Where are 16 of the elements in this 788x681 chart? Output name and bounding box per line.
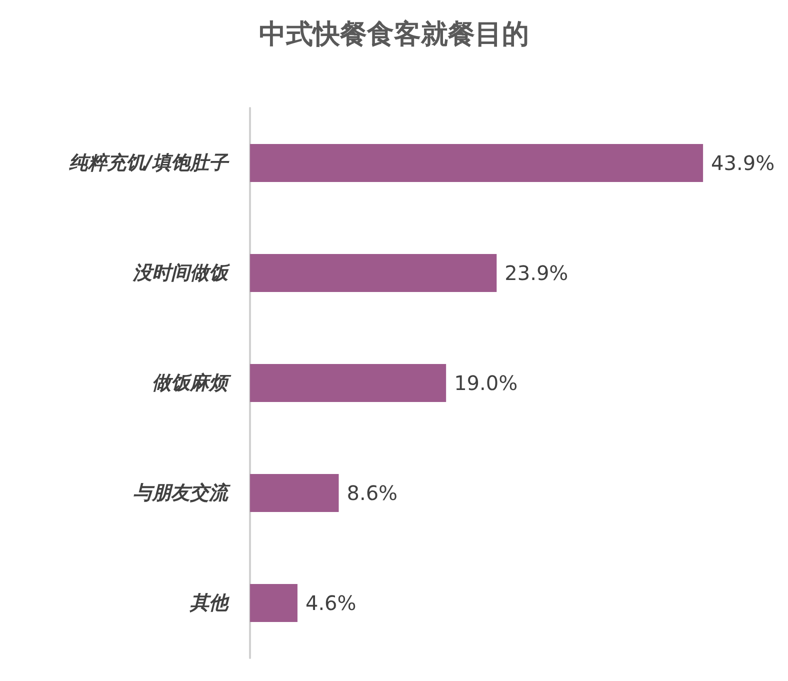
data-label: 8.6%: [346, 481, 398, 505]
data-label: 19.0%: [454, 371, 518, 395]
y-tick-label: 纯粹充饥/填饱肚子: [68, 152, 230, 174]
bar: [250, 584, 298, 622]
y-tick-label: 与朋友交流: [133, 482, 231, 504]
data-label: 4.6%: [305, 591, 356, 615]
y-tick-label: 其他: [189, 592, 230, 614]
data-label: 23.9%: [504, 261, 568, 285]
bar: [250, 144, 704, 182]
y-tick-label: 没时间做饭: [132, 262, 231, 284]
y-tick-label: 做饭麻烦: [152, 372, 232, 394]
bar: [250, 364, 446, 402]
bar: [250, 254, 497, 292]
data-label: 43.9%: [711, 151, 775, 175]
chart-title: 中式快餐食客就餐目的: [259, 19, 529, 50]
bar: [250, 474, 339, 512]
